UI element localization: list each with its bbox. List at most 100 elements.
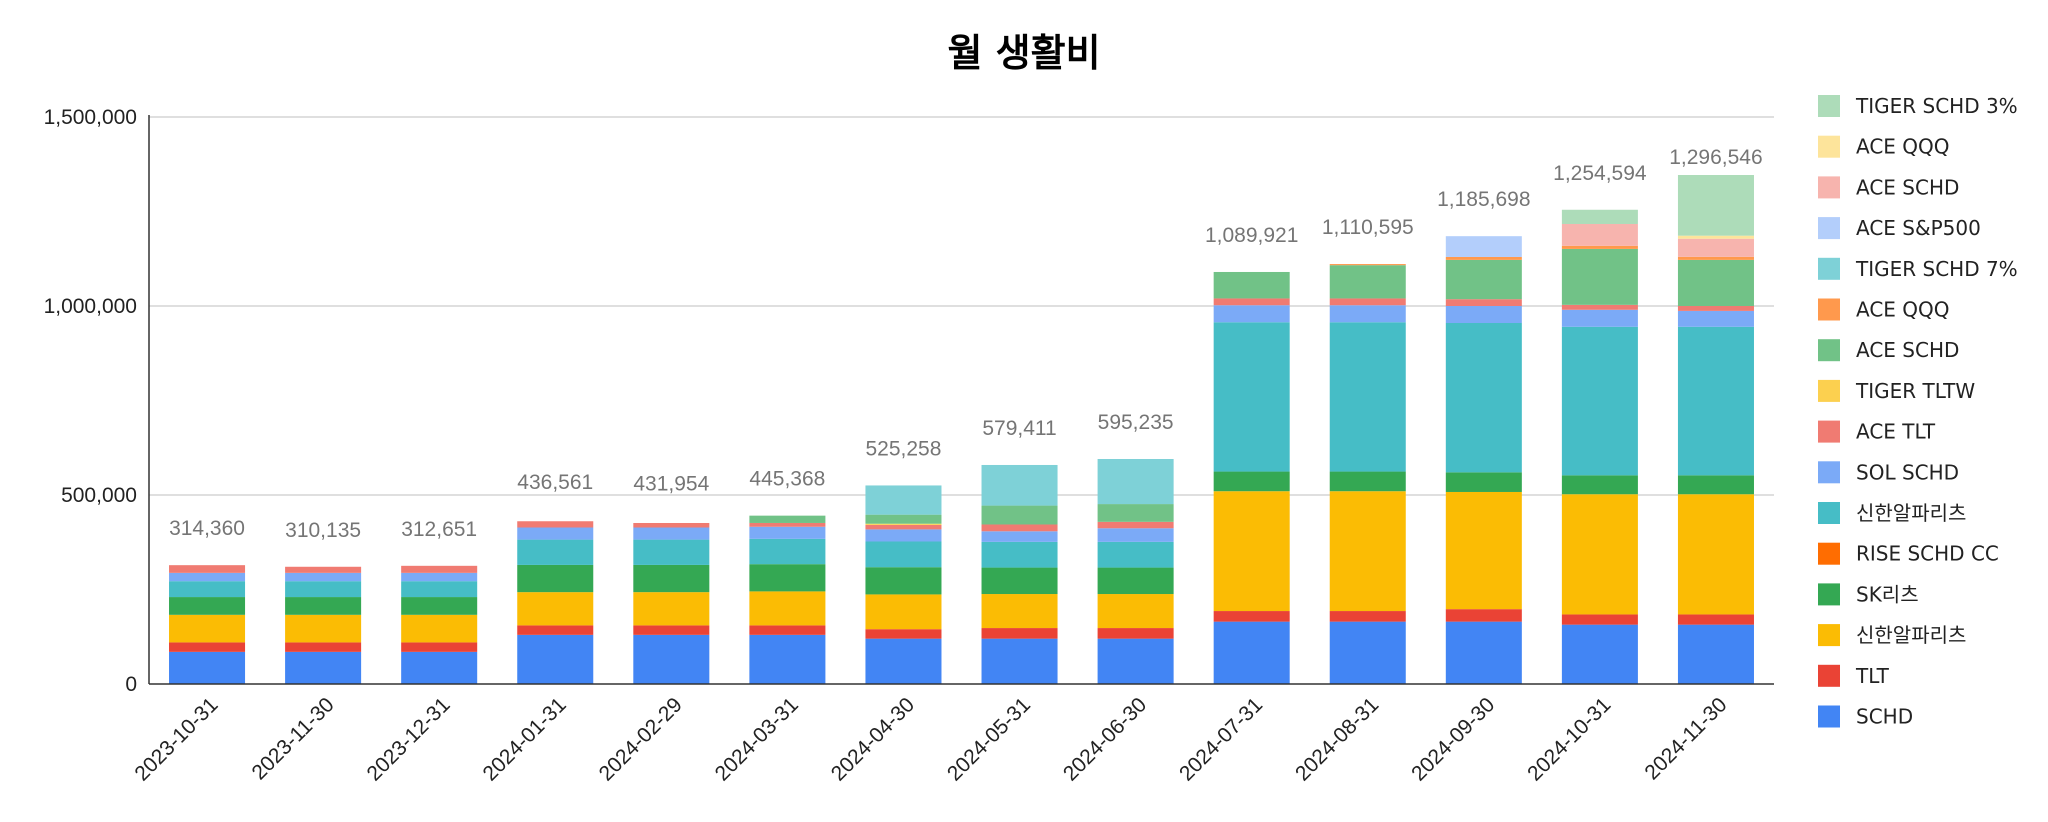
total-label: 595,235 <box>1098 411 1174 434</box>
bar-segment <box>1329 305 1406 323</box>
legend-swatch <box>1818 583 1840 606</box>
bar-segment <box>285 651 362 684</box>
bar-segment <box>1561 223 1638 246</box>
bar-segment <box>1445 299 1522 306</box>
legend-label: TIGER SCHD 3% <box>1855 94 2018 118</box>
legend-label: RISE SCHD CC <box>1856 542 1999 566</box>
bar-segment <box>1561 624 1638 684</box>
bar-segment <box>865 524 942 530</box>
bar-segment <box>1677 259 1754 306</box>
legend-swatch <box>1818 257 1840 280</box>
total-label: 1,254,594 <box>1553 162 1647 185</box>
bar-segment <box>285 614 362 643</box>
bar-segment <box>749 625 826 635</box>
x-tick-label: 2024-11-30 <box>1640 693 1731 784</box>
bar-segment <box>1213 491 1290 612</box>
bar-segment <box>1097 459 1174 505</box>
bar-segment <box>1445 472 1522 492</box>
bar-segment <box>401 642 478 652</box>
legend-label: SCHD <box>1856 705 1913 729</box>
legend-swatch <box>1818 542 1840 565</box>
bar-segment <box>1213 621 1290 684</box>
bar-segment <box>517 539 594 565</box>
bar-segment <box>1445 306 1522 324</box>
x-tick-label: 2024-10-31 <box>1523 693 1615 785</box>
bar-segment <box>1097 521 1174 529</box>
bar-segment <box>1561 326 1638 476</box>
legend-label: ACE SCHD <box>1856 175 1959 199</box>
bar-segment <box>749 634 826 684</box>
legend-swatch <box>1818 298 1840 321</box>
bar-segment <box>169 581 246 598</box>
bar-segment <box>981 594 1058 629</box>
bar-segment <box>169 597 246 615</box>
total-label: 525,258 <box>866 437 942 460</box>
bar-segment <box>1097 504 1174 522</box>
bar-segment <box>517 634 594 684</box>
bar-segment <box>981 628 1058 639</box>
legend-label: ACE QQQ <box>1856 135 1950 159</box>
bar-segment <box>517 592 594 626</box>
total-label: 314,360 <box>169 517 245 540</box>
legend-swatch <box>1818 420 1840 443</box>
bar-segment <box>1213 305 1290 323</box>
x-tick-label: 2023-12-31 <box>362 693 454 785</box>
bar-segment <box>1213 471 1290 492</box>
legend-label: 신한알파리츠 <box>1856 501 1966 525</box>
chart-title: 월 생활비 <box>947 31 1100 75</box>
legend-swatch <box>1818 502 1840 524</box>
bar-segment <box>981 531 1058 542</box>
bar-segment <box>1445 259 1522 300</box>
bar-segment <box>1561 475 1638 495</box>
bar-segment <box>1213 611 1290 622</box>
bar-segment <box>865 514 942 524</box>
bar-segment <box>1561 614 1638 625</box>
y-tick-label: 1,000,000 <box>44 295 137 318</box>
bar-segment <box>981 638 1058 684</box>
bar-segment <box>749 564 826 592</box>
total-label: 312,651 <box>401 518 477 541</box>
bar-segment <box>401 581 478 598</box>
bar-segment <box>633 564 710 593</box>
legend-swatch <box>1818 705 1840 728</box>
bar-segment <box>633 592 710 626</box>
bar-segment <box>1329 611 1406 622</box>
legend-swatch <box>1818 135 1840 158</box>
legend-label: TIGER TLTW <box>1855 379 1975 403</box>
bar-segment <box>1445 236 1522 257</box>
x-tick-label: 2024-05-31 <box>943 693 1035 785</box>
legend-label: SOL SCHD <box>1856 460 1959 484</box>
bar-segment <box>1445 323 1522 473</box>
bar-segment <box>1329 298 1406 306</box>
bar-segment <box>1677 624 1754 684</box>
legend-label: 신한알파리츠 <box>1856 623 1966 647</box>
total-label: 579,411 <box>982 417 1056 440</box>
bar-segment <box>517 521 594 528</box>
bar-segment <box>865 629 942 639</box>
bar-segment <box>401 565 478 573</box>
bar-segment <box>1213 298 1290 306</box>
bar-segment <box>1677 256 1754 260</box>
bar-segment <box>1329 621 1406 684</box>
x-tick-label: 2024-04-30 <box>827 693 919 785</box>
x-axis-ticks: 2023-10-31 2023-11-30 2023-12-31 2024-01-31… <box>130 693 1731 785</box>
legend-label: ACE TLT <box>1856 420 1936 444</box>
bar-segment <box>865 523 942 525</box>
x-tick-label: 2023-11-30 <box>248 693 339 784</box>
bar-segment <box>1561 309 1638 327</box>
bar-segment <box>169 651 246 684</box>
bar-segment <box>401 597 478 615</box>
y-tick-label: 0 <box>125 673 137 696</box>
bar-segment <box>865 485 942 515</box>
bar-segment <box>981 567 1058 595</box>
bar-segment <box>749 526 826 539</box>
bar-segment <box>401 651 478 684</box>
bar-segment <box>749 538 826 565</box>
bar-segment <box>749 522 826 527</box>
x-tick-label: 2024-06-30 <box>1059 693 1151 785</box>
total-label: 1,089,921 <box>1205 224 1298 247</box>
x-tick-label: 2024-08-31 <box>1291 693 1383 785</box>
legend-label: SK리츠 <box>1856 582 1919 606</box>
bar-segment <box>169 565 246 573</box>
bar-segment <box>1329 491 1406 612</box>
